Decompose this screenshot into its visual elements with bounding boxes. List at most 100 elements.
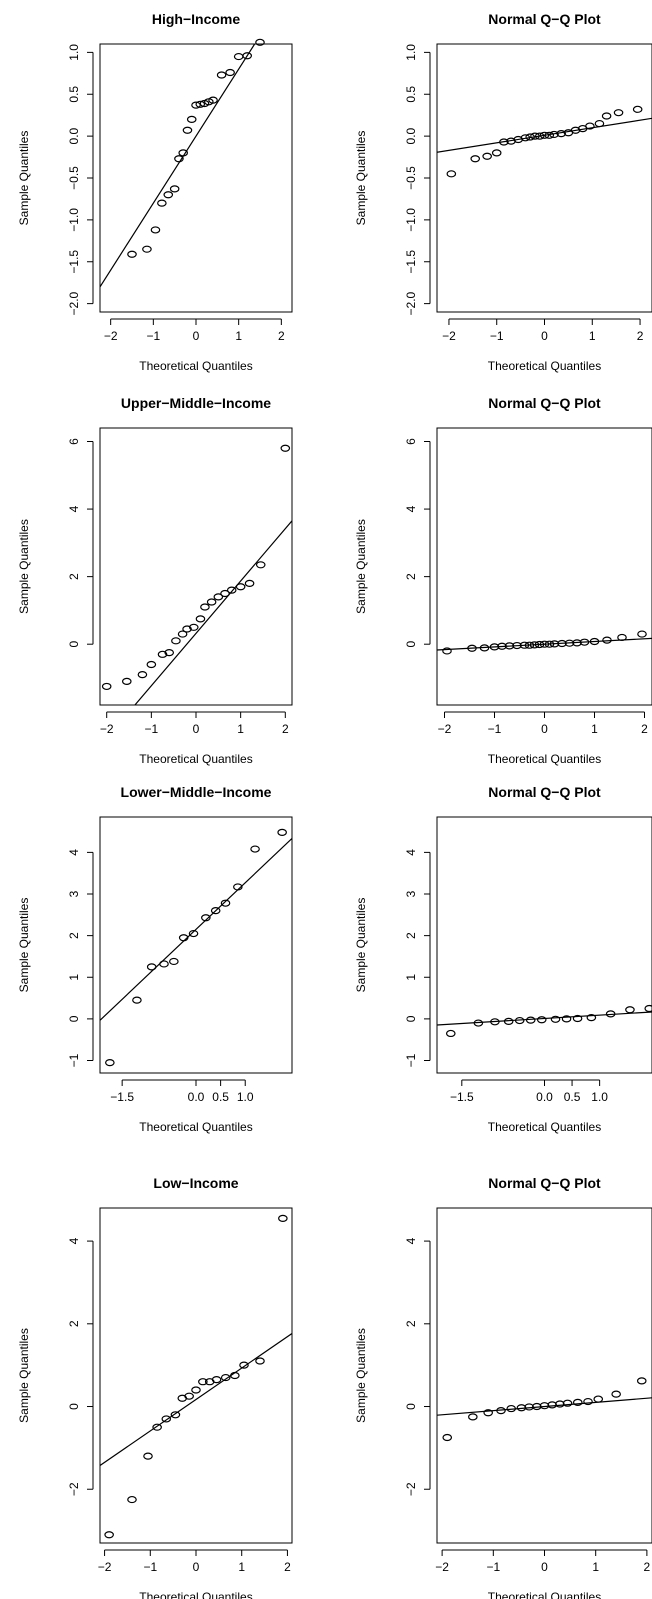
data-point [593, 1395, 604, 1403]
data-point [235, 583, 246, 591]
qq-reference-line [100, 44, 256, 288]
qq-reference-line [437, 637, 652, 651]
qq-reference-line [437, 1011, 652, 1026]
data-point [556, 130, 567, 138]
x-tick-label: −1.5 [450, 1090, 474, 1104]
data-point [579, 638, 590, 646]
y-axis-label: Sample Quantiles [354, 519, 368, 614]
data-point [473, 1019, 484, 1027]
data-point [210, 907, 221, 915]
data-point [442, 1433, 453, 1442]
x-tick-label: −1 [488, 722, 502, 736]
data-point [519, 641, 530, 649]
data-point [534, 132, 545, 140]
y-tick-label: 0 [404, 1403, 418, 1410]
data-point [150, 226, 161, 234]
data-point [520, 134, 531, 142]
data-point [188, 929, 199, 938]
x-tick-label: −1 [146, 329, 160, 343]
qq-panel-8: Normal Q−Q Plot −2 −1 0 1 2 Theoretical Quanti… [354, 1175, 652, 1599]
plot-frame [436, 816, 652, 1074]
y-tick-label: 1.0 [67, 44, 81, 61]
data-point [512, 641, 522, 650]
y-axis-label: Sample Quantiles [17, 519, 31, 614]
x-axis-label: Theoretical Quantiles [488, 752, 601, 766]
y-tick-label: 4 [67, 505, 81, 512]
y-tick-label: 1.0 [404, 44, 418, 61]
x-tick-label: 1.0 [591, 1090, 608, 1104]
data-point [555, 1400, 565, 1408]
data-point [482, 152, 492, 160]
data-point [496, 1407, 506, 1415]
data-point [225, 68, 235, 77]
data-point [524, 1403, 534, 1411]
data-point [536, 1016, 547, 1024]
x-axis-label: Theoretical Quantiles [139, 359, 252, 373]
x-tick-label: 1 [592, 1560, 599, 1574]
data-point [539, 131, 550, 139]
plot-frame [436, 427, 652, 706]
x-tick-label: −1 [486, 1560, 500, 1574]
x-tick-label: 2 [641, 722, 648, 736]
y-tick-label: −1.0 [67, 208, 81, 232]
y-axis-label: Sample Quantiles [17, 898, 31, 993]
x-tick-label: 2 [284, 1560, 291, 1574]
data-point [195, 615, 206, 623]
data-point [201, 914, 211, 922]
data-point [101, 682, 112, 691]
data-point [489, 643, 500, 651]
x-axis-label: Theoretical Quantiles [488, 1590, 601, 1599]
x-tick-label: 0 [193, 722, 200, 736]
data-point [157, 199, 167, 207]
y-tick-label: 2 [67, 573, 81, 580]
y-tick-label: 0.0 [404, 127, 418, 144]
data-point [544, 640, 555, 648]
y-tick-label: 6 [404, 438, 418, 445]
data-point [178, 149, 188, 157]
y-tick-label: −2.0 [404, 291, 418, 315]
data-point [182, 625, 192, 633]
panel-title: High−Income [152, 11, 241, 27]
data-point [195, 100, 206, 108]
data-point [169, 957, 179, 966]
y-tick-label: 1 [67, 974, 81, 981]
data-point [549, 640, 560, 648]
plot-frame [436, 43, 652, 313]
data-point [169, 185, 180, 193]
data-point [182, 126, 193, 134]
data-point [445, 1029, 456, 1038]
y-tick-label: 4 [404, 505, 418, 512]
data-point [244, 579, 255, 587]
data-point [497, 642, 507, 650]
data-point [446, 170, 457, 178]
data-point [242, 52, 252, 60]
data-point [490, 1018, 500, 1026]
x-tick-label: −2 [104, 329, 118, 343]
data-point [127, 250, 137, 258]
data-point [177, 630, 188, 638]
data-point [561, 1015, 572, 1023]
data-point [601, 112, 612, 120]
x-tick-label: −1.5 [110, 1090, 134, 1104]
data-point [255, 1357, 265, 1365]
data-point [152, 1423, 162, 1431]
data-point [583, 1397, 593, 1406]
qq-panel-4: Normal Q−Q Plot −2 −1 0 1 2 Theoretical Quanti… [354, 395, 652, 766]
data-point [572, 1398, 583, 1406]
x-tick-label: −2 [98, 1560, 112, 1574]
y-tick-label: 4 [67, 849, 81, 856]
data-point [613, 109, 624, 117]
x-tick-label: 2 [282, 722, 289, 736]
data-point [491, 149, 502, 157]
y-axis-label: Sample Quantiles [354, 131, 368, 226]
y-tick-label: 2 [404, 573, 418, 580]
data-point [239, 1361, 249, 1369]
y-tick-label: 0 [67, 1403, 81, 1410]
x-tick-label: 1 [235, 329, 242, 343]
data-point [178, 934, 189, 942]
y-tick-label: 0 [67, 1015, 81, 1022]
x-tick-label: 0.0 [188, 1090, 205, 1104]
data-point [530, 132, 540, 140]
data-point [572, 639, 582, 647]
